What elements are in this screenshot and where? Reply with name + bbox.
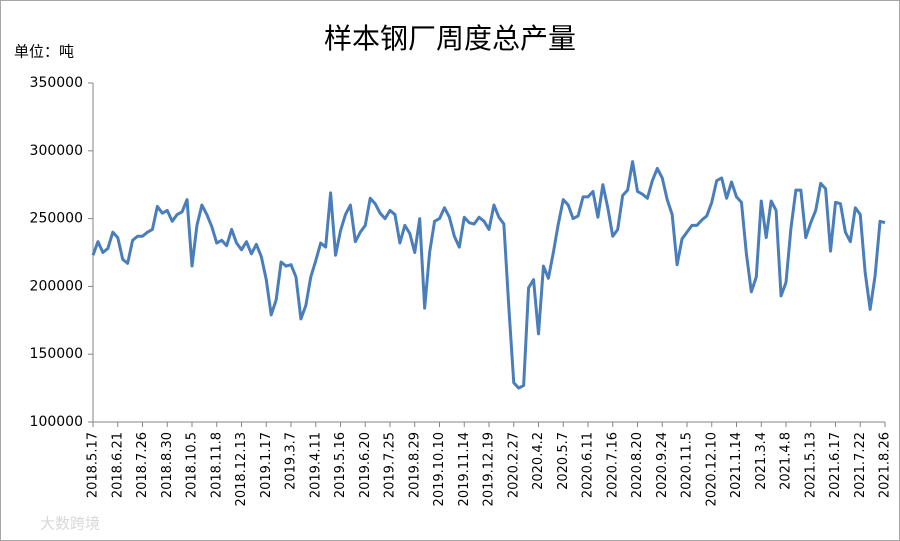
- x-tick-label: 2020.5.7: [556, 432, 571, 490]
- x-tick-label: 2021.8.26: [878, 432, 893, 498]
- x-tick-label: 2018.5.17: [86, 432, 101, 498]
- x-tick-label: 2018.10.5: [185, 432, 200, 498]
- x-tick-label: 2019.1.17: [259, 432, 274, 498]
- y-tick-label: 300000: [30, 143, 83, 159]
- x-tick-label: 2020.2.27: [506, 432, 521, 498]
- x-tick-label: 2021.5.13: [803, 432, 818, 498]
- x-tick-label: 2021.7.22: [853, 432, 868, 498]
- x-tick-label: 2018.12.13: [234, 432, 249, 506]
- x-tick-label: 2018.11.8: [209, 432, 224, 498]
- x-tick-label: 2019.3.7: [284, 432, 299, 490]
- x-tick-label: 2020.12.10: [704, 432, 719, 506]
- x-tick-label: 2021.6.17: [828, 432, 843, 498]
- x-tick-label: 2018.7.26: [135, 432, 150, 498]
- watermark: 大数跨境: [40, 515, 100, 533]
- x-tick-label: 2019.10.10: [432, 432, 447, 506]
- x-tick-label: 2020.7.16: [605, 432, 620, 498]
- x-tick-label: 2021.4.8: [779, 432, 794, 490]
- x-tick-label: 2020.4.2: [531, 432, 546, 490]
- y-tick-label: 350000: [30, 75, 83, 91]
- x-tick-label: 2019.7.25: [383, 432, 398, 498]
- x-tick-label: 2020.6.11: [581, 432, 596, 498]
- y-tick-label: 100000: [30, 414, 83, 430]
- x-tick-label: 2021.1.14: [729, 432, 744, 498]
- x-tick-label: 2019.4.11: [308, 432, 323, 498]
- y-tick-label: 200000: [30, 278, 83, 294]
- y-tick-label: 250000: [30, 211, 83, 227]
- y-tick-label: 150000: [30, 346, 83, 362]
- chart-title: 样本钢厂周度总产量: [324, 22, 576, 55]
- x-tick-label: 2020.8.20: [630, 432, 645, 498]
- x-tick-label: 2019.12.19: [482, 432, 497, 506]
- x-tick-label: 2018.8.30: [160, 432, 175, 498]
- x-tick-label: 2020.9.24: [655, 432, 670, 498]
- x-tick-label: 2019.6.20: [358, 432, 373, 498]
- x-tick-label: 2020.11.5: [680, 432, 695, 498]
- x-tick-label: 2019.11.14: [457, 432, 472, 506]
- x-tick-label: 2019.5.16: [333, 432, 348, 498]
- line-series: [91, 160, 886, 390]
- x-tick-label: 2019.8.29: [407, 432, 422, 498]
- x-tick-label: 2018.6.21: [110, 432, 125, 498]
- x-tick-label: 2021.3.4: [754, 432, 769, 490]
- y-unit-label: 单位：吨: [14, 43, 74, 61]
